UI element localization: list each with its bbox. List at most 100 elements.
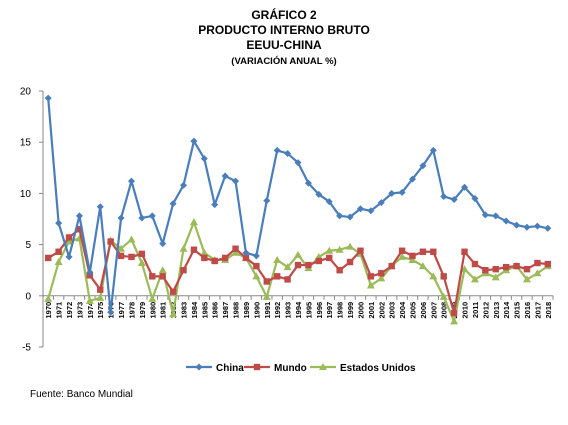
x-tick-label: 1990: [252, 302, 261, 319]
data-point-china: [471, 195, 479, 203]
x-tick-label: 1980: [148, 302, 157, 319]
data-point-china: [356, 205, 364, 213]
data-point-estados-unidos: [158, 266, 167, 274]
data-point-mundo: [242, 254, 250, 262]
data-point-estados-unidos: [418, 262, 427, 270]
data-point-china: [377, 199, 385, 207]
data-point-china: [492, 212, 500, 220]
data-point-mundo: [149, 273, 156, 280]
legend-label-mundo: Mundo: [274, 363, 307, 374]
data-point-mundo: [211, 257, 218, 265]
legend-label-estados-unidos: Estados Unidos: [340, 363, 416, 374]
data-point-mundo: [419, 248, 427, 255]
x-tick-label: 1985: [200, 302, 209, 319]
data-point-estados-unidos: [460, 265, 469, 273]
series-line-mundo: [47, 228, 548, 315]
data-point-mundo: [65, 234, 73, 241]
data-point-mundo: [388, 262, 395, 270]
data-point-china: [242, 249, 250, 257]
data-point-estados-unidos: [294, 250, 302, 258]
data-point-china: [44, 94, 52, 102]
data-point-china: [263, 197, 271, 205]
data-point-estados-unidos: [252, 272, 261, 280]
data-point-mundo: [430, 248, 437, 255]
x-tick-label: 2011: [471, 302, 480, 318]
x-tick-label: 2001: [367, 302, 376, 319]
data-point-china: [96, 203, 104, 211]
line-chart: -505101520197019711972197319741975197619…: [20, 87, 554, 374]
y-tick-label: 10: [20, 189, 32, 200]
data-point-china: [450, 196, 458, 204]
data-point-estados-unidos: [148, 294, 157, 302]
x-tick-label: 2014: [502, 301, 511, 319]
x-tick-label: 2016: [523, 302, 532, 319]
data-point-mundo: [55, 248, 62, 255]
chart-title-line-3: EEUU-CHINA: [246, 38, 322, 52]
data-point-china: [159, 240, 167, 248]
x-tick-label: 2012: [481, 302, 490, 319]
x-tick-label: 2018: [544, 302, 553, 319]
data-point-china: [180, 181, 188, 189]
data-point-mundo: [471, 260, 479, 268]
data-point-mundo: [138, 250, 146, 258]
data-point-estados-unidos: [65, 237, 74, 245]
legend-marker-mundo: [253, 363, 261, 371]
data-point-mundo: [97, 286, 104, 293]
x-tick-label: 2006: [419, 302, 428, 319]
data-point-estados-unidos: [44, 294, 53, 302]
data-point-estados-unidos: [283, 263, 292, 271]
data-point-mundo: [450, 310, 458, 317]
data-point-estados-unidos: [85, 296, 94, 304]
data-point-mundo: [378, 270, 385, 277]
x-tick-label: 1971: [55, 302, 64, 319]
data-point-mundo: [326, 254, 333, 262]
data-point-mundo: [544, 260, 551, 268]
data-point-china: [211, 201, 219, 209]
data-point-china: [190, 137, 198, 145]
data-point-estados-unidos: [179, 244, 188, 252]
data-point-mundo: [315, 257, 323, 265]
data-point-china: [440, 192, 448, 200]
data-point-china: [481, 211, 489, 219]
x-tick-label: 1996: [315, 302, 324, 319]
x-tick-label: 2003: [388, 302, 397, 319]
data-point-china: [544, 224, 552, 232]
y-tick-label: 20: [20, 87, 32, 98]
x-tick-label: 1993: [284, 302, 293, 319]
data-point-china: [75, 212, 83, 220]
data-point-china: [232, 177, 240, 185]
data-point-china: [429, 146, 437, 154]
data-point-estados-unidos: [533, 269, 542, 277]
data-point-china: [336, 212, 344, 220]
x-tick-label: 1989: [242, 302, 251, 319]
legend-marker-estados-unidos: [319, 363, 327, 370]
data-point-mundo: [367, 273, 375, 280]
data-point-estados-unidos: [377, 274, 386, 282]
data-point-china: [461, 183, 469, 191]
data-point-mundo: [273, 273, 281, 280]
data-point-china: [304, 179, 312, 187]
x-tick-label: 1983: [180, 302, 189, 319]
data-point-china: [252, 252, 260, 260]
data-point-mundo: [45, 254, 52, 262]
data-point-china: [86, 268, 94, 276]
x-tick-label: 1978: [127, 302, 136, 319]
chart-title-line-2: PRODUCTO INTERNO BRUTO: [198, 23, 370, 37]
data-point-china: [398, 188, 406, 196]
data-point-estados-unidos: [366, 281, 375, 289]
x-tick-label: 2010: [461, 302, 470, 319]
data-point-mundo: [263, 278, 270, 285]
data-point-mundo: [502, 263, 510, 271]
data-point-estados-unidos: [439, 292, 448, 300]
data-point-china: [346, 213, 354, 221]
data-point-mundo: [169, 288, 177, 295]
data-point-mundo: [482, 267, 489, 274]
data-point-mundo: [398, 247, 406, 254]
data-point-china: [533, 222, 541, 230]
legend-label-china: China: [216, 363, 244, 374]
x-tick-label: 1994: [294, 301, 303, 319]
data-point-mundo: [232, 245, 239, 252]
data-point-mundo: [409, 252, 416, 260]
data-point-china: [315, 190, 323, 198]
x-tick-label: 2005: [408, 302, 417, 319]
